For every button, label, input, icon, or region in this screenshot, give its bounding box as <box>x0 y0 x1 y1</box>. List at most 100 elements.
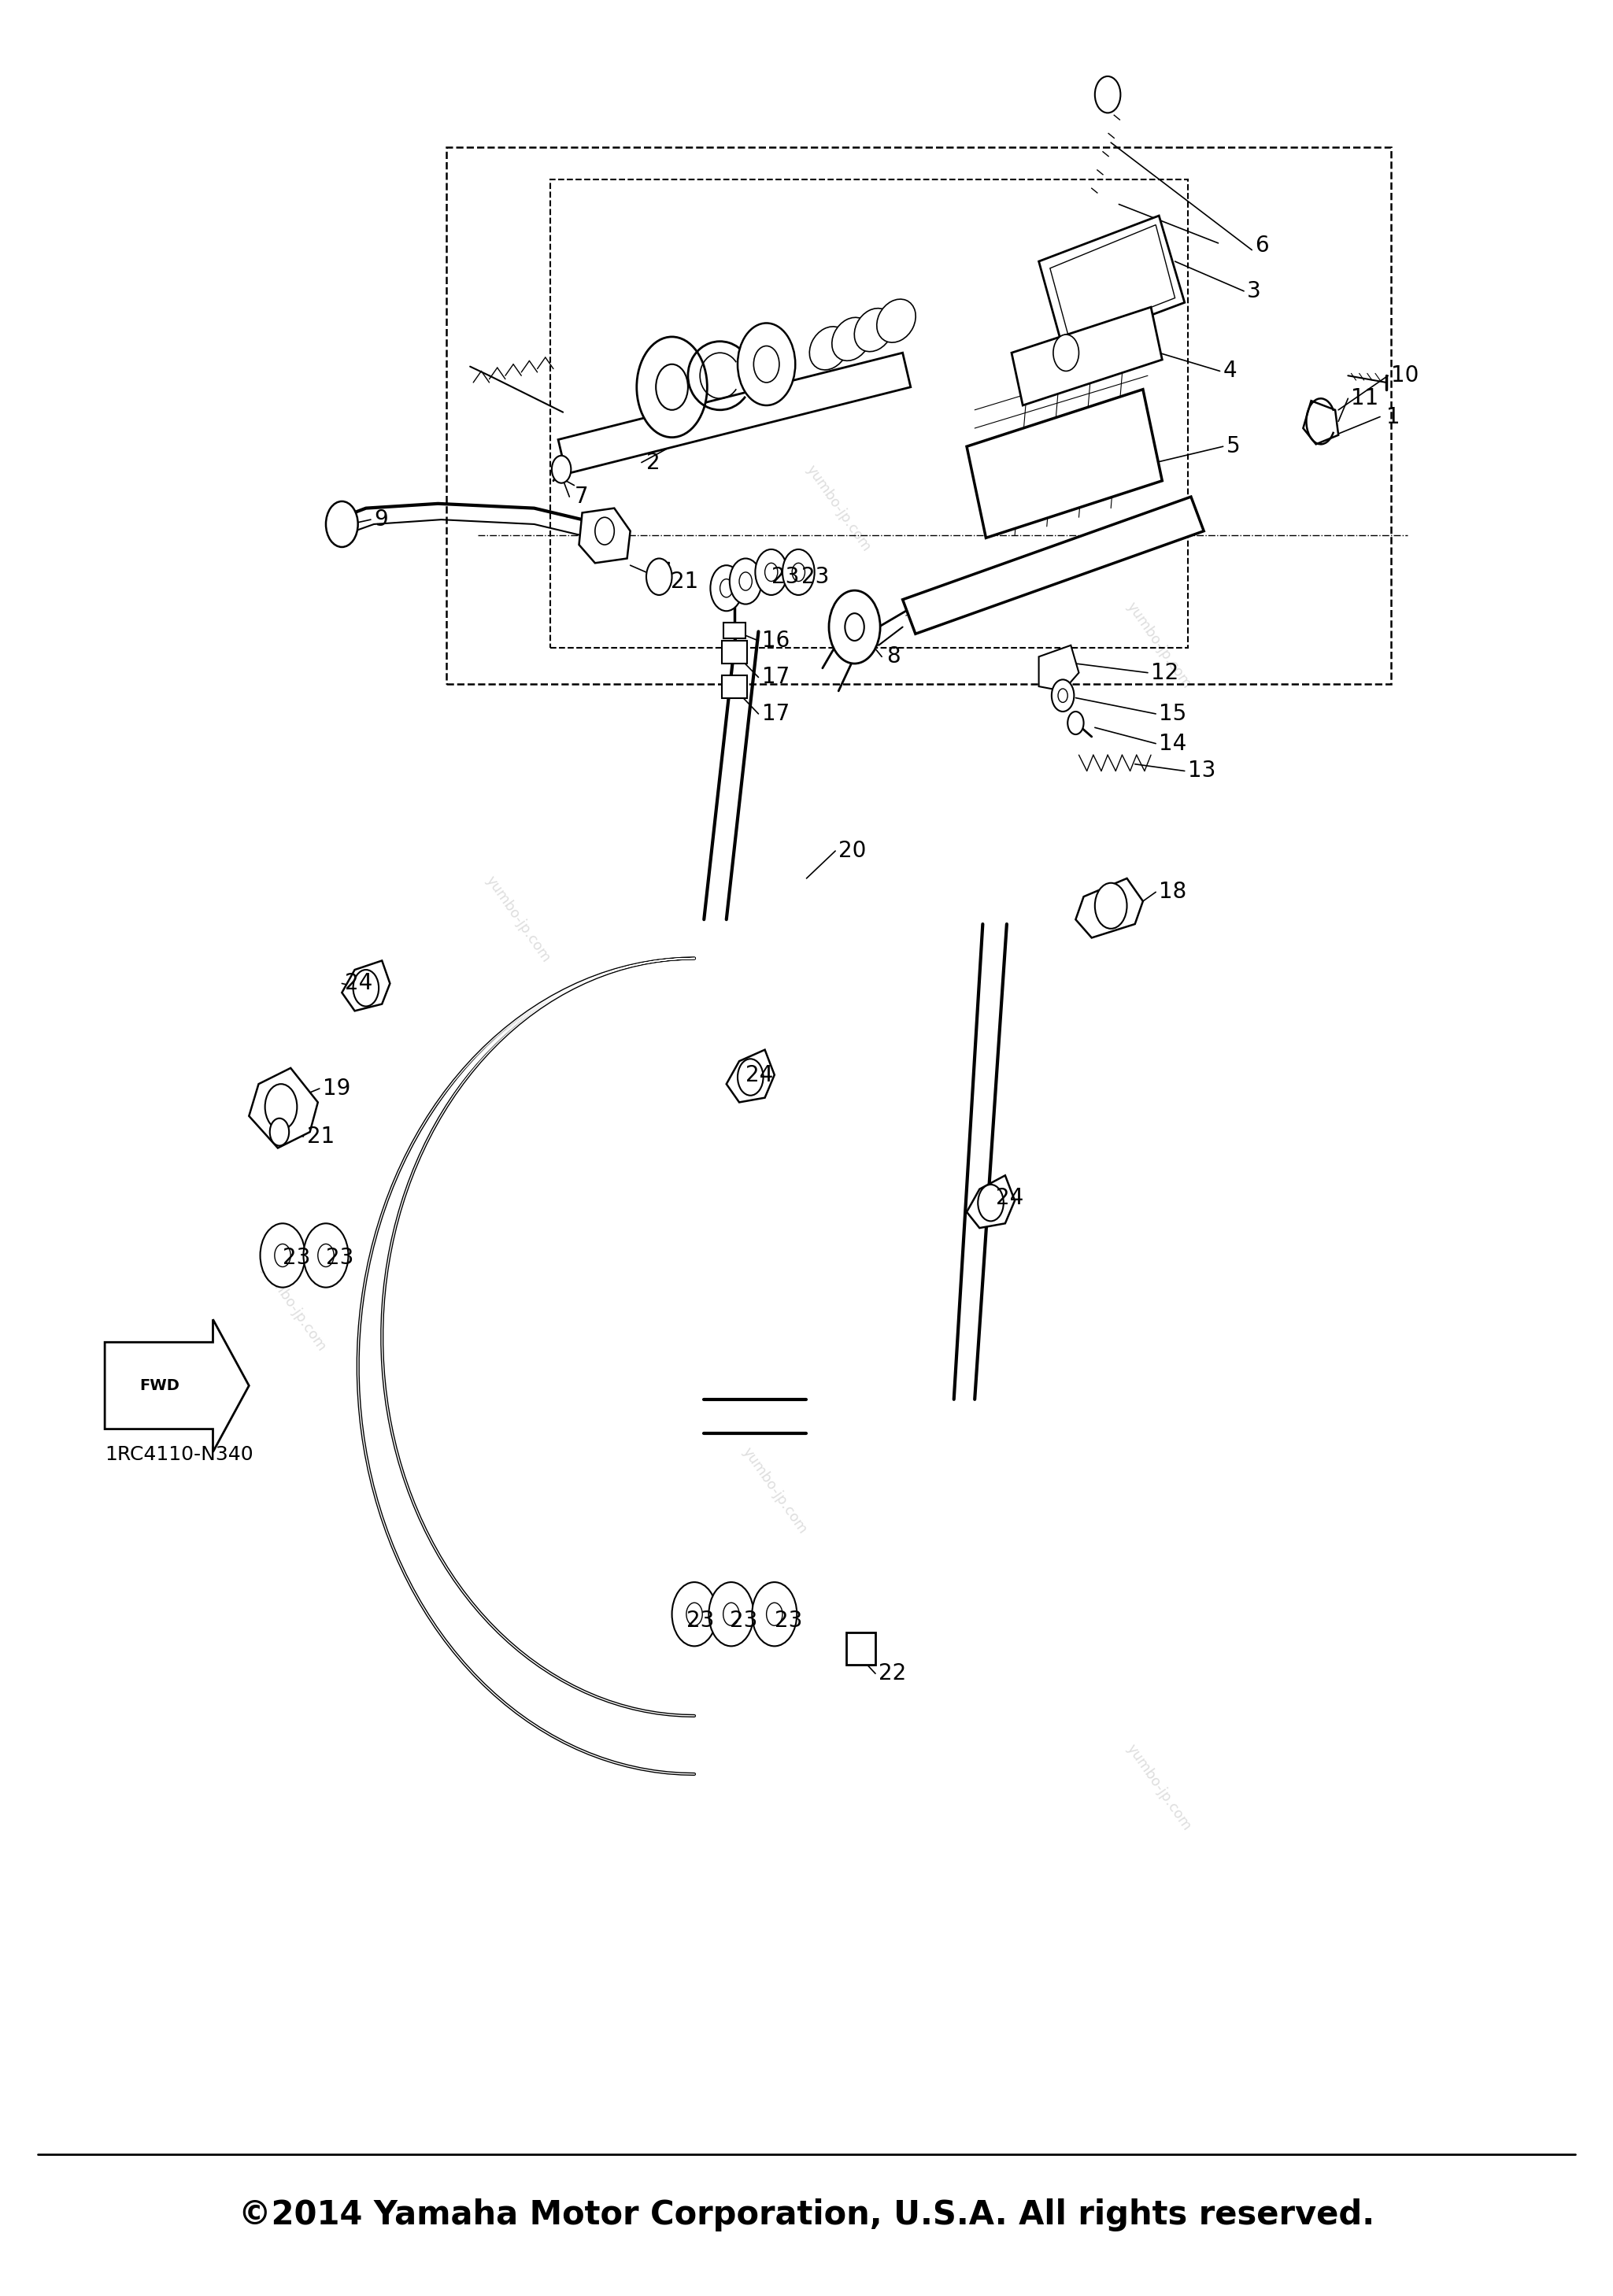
Ellipse shape <box>855 308 894 351</box>
Circle shape <box>1058 689 1068 703</box>
Polygon shape <box>105 1320 248 1451</box>
Circle shape <box>265 1084 297 1130</box>
Circle shape <box>637 338 706 436</box>
Polygon shape <box>1303 402 1339 443</box>
Circle shape <box>687 1603 702 1626</box>
Circle shape <box>1095 76 1121 113</box>
Bar <box>447 147 1392 684</box>
Polygon shape <box>558 354 911 473</box>
Circle shape <box>752 1582 797 1646</box>
Circle shape <box>977 1185 1003 1221</box>
Ellipse shape <box>832 317 871 360</box>
Text: 6: 6 <box>1255 234 1269 257</box>
Text: 24: 24 <box>995 1187 1023 1210</box>
Circle shape <box>353 969 379 1006</box>
Polygon shape <box>903 496 1203 634</box>
Text: 19: 19 <box>323 1077 350 1100</box>
Circle shape <box>729 558 761 604</box>
Text: yumbo-jp.com: yumbo-jp.com <box>803 461 874 553</box>
Circle shape <box>737 324 795 406</box>
Circle shape <box>792 563 805 581</box>
Circle shape <box>710 565 742 611</box>
Bar <box>721 641 747 664</box>
Polygon shape <box>966 1176 1015 1228</box>
Polygon shape <box>966 390 1161 537</box>
Circle shape <box>303 1224 348 1288</box>
Text: 7: 7 <box>574 487 589 507</box>
Polygon shape <box>1039 645 1079 691</box>
Polygon shape <box>1011 308 1161 406</box>
Circle shape <box>1068 712 1084 735</box>
Text: 23: 23 <box>802 565 829 588</box>
Polygon shape <box>579 507 631 563</box>
Text: 3: 3 <box>1247 280 1261 303</box>
Circle shape <box>739 572 752 590</box>
Text: 1RC4110-N340: 1RC4110-N340 <box>105 1444 253 1465</box>
Ellipse shape <box>877 298 916 342</box>
Polygon shape <box>342 960 390 1010</box>
Text: 4: 4 <box>1223 360 1237 381</box>
Circle shape <box>318 1244 334 1267</box>
Text: yumbo-jp.com: yumbo-jp.com <box>258 1263 329 1355</box>
Text: 10: 10 <box>1392 365 1419 386</box>
Text: 13: 13 <box>1187 760 1216 783</box>
Text: yumbo-jp.com: yumbo-jp.com <box>739 1444 810 1536</box>
Text: 23: 23 <box>729 1609 758 1632</box>
Circle shape <box>260 1224 305 1288</box>
Circle shape <box>753 347 779 383</box>
Circle shape <box>1053 335 1079 372</box>
Circle shape <box>1095 884 1127 928</box>
Text: 21: 21 <box>671 569 698 592</box>
Circle shape <box>719 579 732 597</box>
Text: ©2014 Yamaha Motor Corporation, U.S.A. All rights reserved.: ©2014 Yamaha Motor Corporation, U.S.A. A… <box>239 2200 1374 2232</box>
Text: 5: 5 <box>1226 436 1240 457</box>
Circle shape <box>845 613 865 641</box>
Text: 21: 21 <box>306 1125 334 1148</box>
Ellipse shape <box>810 326 848 370</box>
Text: 23: 23 <box>326 1247 353 1270</box>
Text: 23: 23 <box>771 565 798 588</box>
Text: yumbo-jp.com: yumbo-jp.com <box>1124 1743 1194 1835</box>
Circle shape <box>782 549 815 595</box>
Circle shape <box>755 549 787 595</box>
Text: yumbo-jp.com: yumbo-jp.com <box>482 875 553 964</box>
Circle shape <box>737 1058 763 1095</box>
Bar <box>723 622 745 638</box>
Text: FWD: FWD <box>140 1378 179 1394</box>
Circle shape <box>656 365 689 411</box>
Polygon shape <box>248 1068 318 1148</box>
Text: 24: 24 <box>745 1063 773 1086</box>
Circle shape <box>595 517 615 544</box>
Polygon shape <box>726 1049 774 1102</box>
Circle shape <box>274 1244 290 1267</box>
Text: 18: 18 <box>1160 882 1187 902</box>
Circle shape <box>673 1582 716 1646</box>
Circle shape <box>829 590 881 664</box>
Text: 22: 22 <box>879 1662 907 1685</box>
Text: 17: 17 <box>761 703 789 726</box>
Circle shape <box>766 1603 782 1626</box>
Circle shape <box>269 1118 289 1146</box>
Text: 16: 16 <box>761 629 789 652</box>
Bar <box>847 1632 876 1665</box>
Text: 1: 1 <box>1387 406 1400 427</box>
Circle shape <box>765 563 777 581</box>
Text: 23: 23 <box>282 1247 310 1270</box>
Text: 9: 9 <box>374 510 387 530</box>
Text: 12: 12 <box>1152 661 1179 684</box>
Circle shape <box>647 558 673 595</box>
Text: 23: 23 <box>774 1609 802 1632</box>
Text: 23: 23 <box>687 1609 715 1632</box>
Text: 20: 20 <box>839 840 866 861</box>
Circle shape <box>708 1582 753 1646</box>
Polygon shape <box>1039 216 1184 349</box>
Bar <box>550 179 1187 647</box>
Circle shape <box>1052 680 1074 712</box>
Circle shape <box>326 501 358 546</box>
Text: 2: 2 <box>647 452 660 473</box>
Bar <box>721 675 747 698</box>
Text: 15: 15 <box>1160 703 1187 726</box>
Text: 8: 8 <box>887 645 900 668</box>
Polygon shape <box>1076 879 1144 937</box>
Text: 17: 17 <box>761 666 789 689</box>
